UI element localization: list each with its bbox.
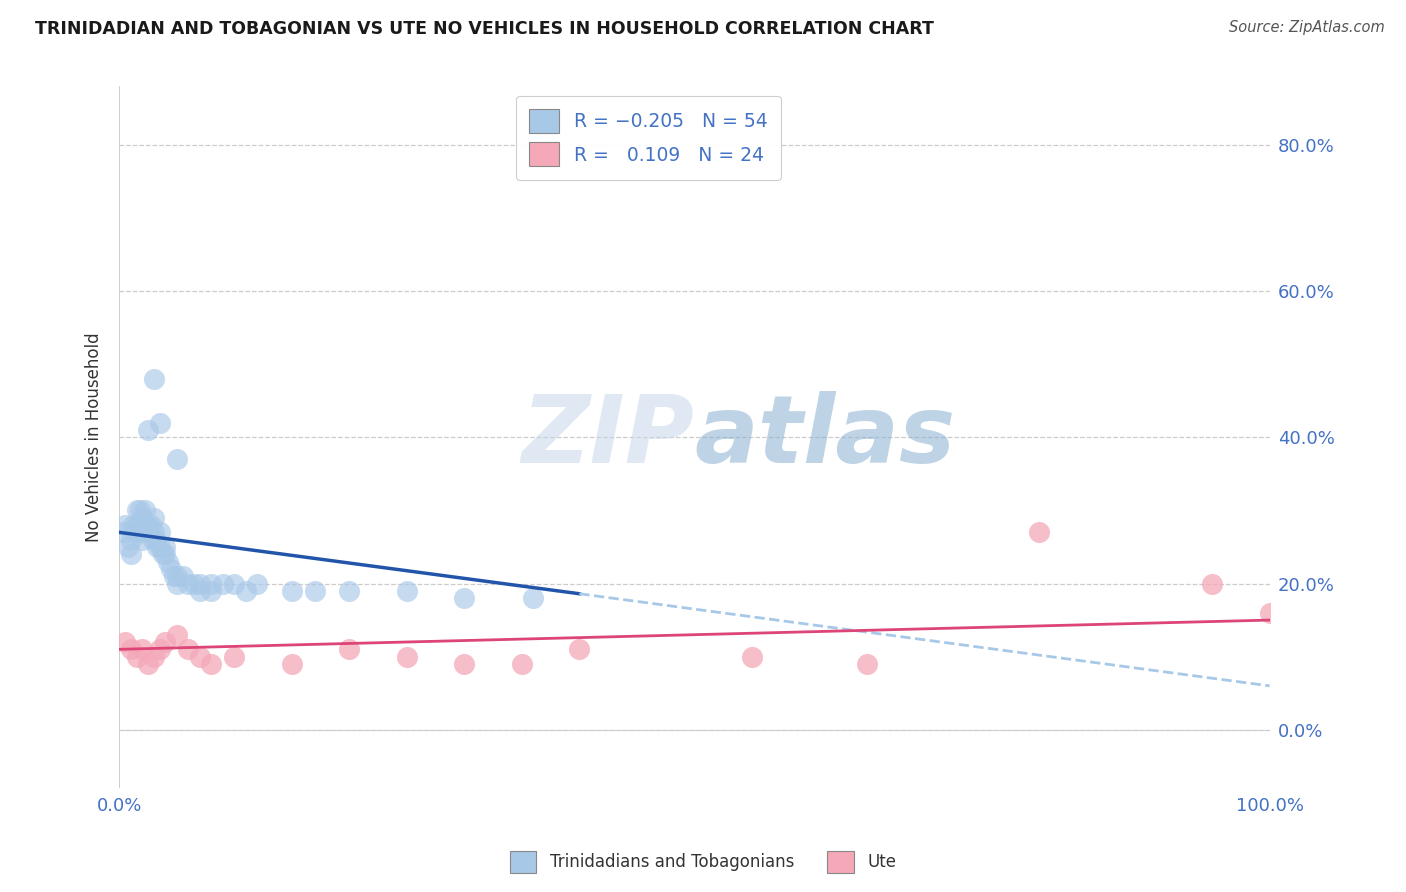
Point bbox=[281, 583, 304, 598]
Point bbox=[135, 518, 157, 533]
Point bbox=[166, 569, 188, 583]
Point bbox=[148, 642, 170, 657]
Point bbox=[129, 503, 152, 517]
Point bbox=[211, 576, 233, 591]
Text: TRINIDADIAN AND TOBAGONIAN VS UTE NO VEHICLES IN HOUSEHOLD CORRELATION CHART: TRINIDADIAN AND TOBAGONIAN VS UTE NO VEH… bbox=[35, 20, 934, 37]
Point bbox=[177, 576, 200, 591]
Point bbox=[148, 525, 170, 540]
Point bbox=[148, 416, 170, 430]
Point bbox=[142, 649, 165, 664]
Point bbox=[160, 562, 183, 576]
Point bbox=[136, 525, 159, 540]
Point bbox=[188, 649, 211, 664]
Point bbox=[166, 628, 188, 642]
Point bbox=[741, 649, 763, 664]
Point bbox=[235, 583, 257, 598]
Point bbox=[1258, 606, 1281, 620]
Point bbox=[163, 569, 186, 583]
Point bbox=[200, 657, 222, 671]
Point bbox=[120, 533, 142, 547]
Legend: R = −0.205   N = 54, R =   0.109   N = 24: R = −0.205 N = 54, R = 0.109 N = 24 bbox=[516, 95, 780, 179]
Point bbox=[224, 649, 246, 664]
Point bbox=[183, 576, 205, 591]
Point bbox=[453, 591, 475, 606]
Text: ZIP: ZIP bbox=[522, 392, 695, 483]
Point bbox=[166, 576, 188, 591]
Point bbox=[568, 642, 591, 657]
Point bbox=[136, 423, 159, 437]
Point bbox=[188, 583, 211, 598]
Point bbox=[148, 540, 170, 554]
Point bbox=[134, 503, 156, 517]
Point bbox=[395, 583, 418, 598]
Point bbox=[166, 452, 188, 467]
Point bbox=[337, 583, 360, 598]
Point bbox=[125, 518, 148, 533]
Point bbox=[117, 540, 139, 554]
Point bbox=[114, 635, 136, 649]
Point bbox=[142, 525, 165, 540]
Point bbox=[125, 503, 148, 517]
Point bbox=[155, 635, 177, 649]
Point bbox=[200, 576, 222, 591]
Point bbox=[522, 591, 544, 606]
Point bbox=[136, 657, 159, 671]
Point bbox=[142, 372, 165, 386]
Point bbox=[136, 518, 159, 533]
Point bbox=[224, 576, 246, 591]
Text: Source: ZipAtlas.com: Source: ZipAtlas.com bbox=[1229, 20, 1385, 35]
Point bbox=[155, 547, 177, 561]
Point bbox=[337, 642, 360, 657]
Point bbox=[125, 649, 148, 664]
Point bbox=[1201, 576, 1223, 591]
Point bbox=[120, 547, 142, 561]
Point bbox=[114, 518, 136, 533]
Point bbox=[281, 657, 304, 671]
Point bbox=[145, 533, 167, 547]
Point bbox=[142, 533, 165, 547]
Point bbox=[177, 642, 200, 657]
Point bbox=[188, 576, 211, 591]
Point bbox=[142, 510, 165, 524]
Point bbox=[131, 525, 153, 540]
Point bbox=[1028, 525, 1050, 540]
Point bbox=[131, 510, 153, 524]
Point bbox=[200, 583, 222, 598]
Legend: Trinidadians and Tobagonians, Ute: Trinidadians and Tobagonians, Ute bbox=[503, 845, 903, 880]
Point bbox=[122, 518, 145, 533]
Text: atlas: atlas bbox=[695, 392, 956, 483]
Point bbox=[246, 576, 269, 591]
Y-axis label: No Vehicles in Household: No Vehicles in Household bbox=[86, 333, 103, 542]
Point bbox=[146, 540, 169, 554]
Point bbox=[856, 657, 879, 671]
Point bbox=[141, 518, 163, 533]
Point bbox=[156, 555, 179, 569]
Point bbox=[510, 657, 533, 671]
Point bbox=[395, 649, 418, 664]
Point bbox=[172, 569, 194, 583]
Point bbox=[120, 642, 142, 657]
Point bbox=[155, 540, 177, 554]
Point bbox=[131, 642, 153, 657]
Point bbox=[453, 657, 475, 671]
Point bbox=[304, 583, 326, 598]
Point bbox=[122, 525, 145, 540]
Point bbox=[111, 525, 134, 540]
Point bbox=[152, 547, 174, 561]
Point bbox=[131, 533, 153, 547]
